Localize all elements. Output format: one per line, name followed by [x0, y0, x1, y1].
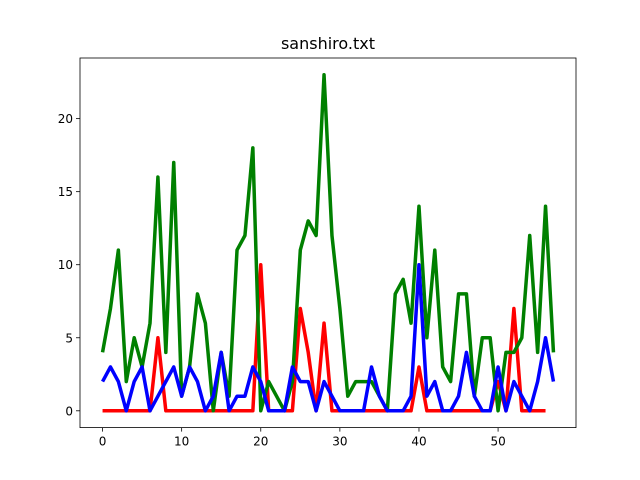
x-tick-label: 20 [253, 435, 268, 449]
y-tick-label: 15 [58, 185, 73, 199]
y-tick-label: 5 [65, 331, 73, 345]
y-tick-label: 20 [58, 112, 73, 126]
y-tick-label: 0 [65, 404, 73, 418]
y-tick-label: 10 [58, 258, 73, 272]
x-tick-label: 10 [174, 435, 189, 449]
series-layer [100, 73, 556, 413]
series-line-2 [100, 73, 556, 413]
plot-frame [79, 57, 577, 429]
series-line-3 [101, 262, 556, 413]
series-line-1 [102, 262, 546, 413]
x-axis: 0 10 20 30 40 50 [99, 427, 506, 449]
y-axis: 0 5 10 15 20 [58, 112, 80, 418]
x-tick-label: 0 [99, 435, 107, 449]
x-tick-label: 30 [332, 435, 347, 449]
chart-title: sanshiro.txt [281, 34, 375, 53]
x-tick-label: 50 [490, 435, 505, 449]
x-tick-label: 40 [411, 435, 426, 449]
